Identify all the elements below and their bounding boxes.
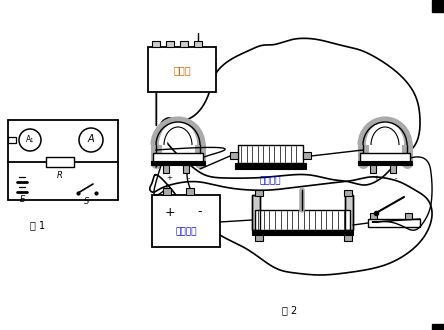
Bar [303, 152, 311, 159]
Bar [8, 137, 16, 143]
Text: 直流电源: 直流电源 [175, 227, 197, 237]
Text: S: S [84, 196, 90, 206]
Bar [148, 47, 216, 92]
Bar [370, 165, 376, 173]
Bar [235, 163, 306, 169]
Bar [255, 210, 350, 230]
Bar [153, 153, 203, 163]
Text: +: + [165, 206, 175, 218]
Text: 定值电阻: 定值电阻 [259, 177, 281, 185]
Bar [344, 235, 352, 241]
Bar [345, 195, 353, 230]
Text: 电阻箱: 电阻箱 [173, 65, 191, 75]
Bar [163, 188, 171, 195]
Bar [152, 41, 160, 47]
Bar [358, 161, 412, 165]
Bar [151, 161, 205, 165]
Bar [194, 41, 202, 47]
Bar [345, 195, 353, 230]
Bar [432, 324, 444, 330]
Bar [152, 195, 220, 247]
Bar [255, 235, 263, 241]
Bar [186, 188, 194, 195]
Text: +: + [373, 175, 379, 181]
Bar [238, 145, 303, 163]
Bar [46, 157, 74, 167]
Bar [368, 219, 420, 227]
Bar [390, 165, 396, 173]
Circle shape [79, 128, 103, 152]
Bar [230, 152, 238, 159]
Bar [360, 153, 410, 163]
Bar [252, 195, 260, 230]
Text: -: - [395, 175, 397, 181]
Text: -: - [198, 206, 202, 218]
Bar [166, 41, 174, 47]
Text: R: R [57, 171, 63, 180]
Circle shape [19, 129, 41, 151]
Bar [405, 213, 412, 219]
Text: A: A [87, 135, 94, 145]
Bar [344, 190, 352, 196]
Text: -: - [188, 175, 190, 181]
Text: 图 2: 图 2 [282, 305, 297, 315]
Text: 图 1: 图 1 [31, 220, 46, 230]
Text: +: + [166, 175, 172, 181]
Bar [252, 195, 260, 230]
Bar [432, 0, 444, 12]
Text: E: E [20, 195, 24, 205]
Text: A₁: A₁ [26, 135, 34, 144]
Bar [255, 190, 263, 196]
Bar [180, 41, 188, 47]
Bar [163, 165, 169, 173]
Bar [252, 230, 353, 235]
Bar [183, 165, 189, 173]
Bar [370, 213, 377, 219]
